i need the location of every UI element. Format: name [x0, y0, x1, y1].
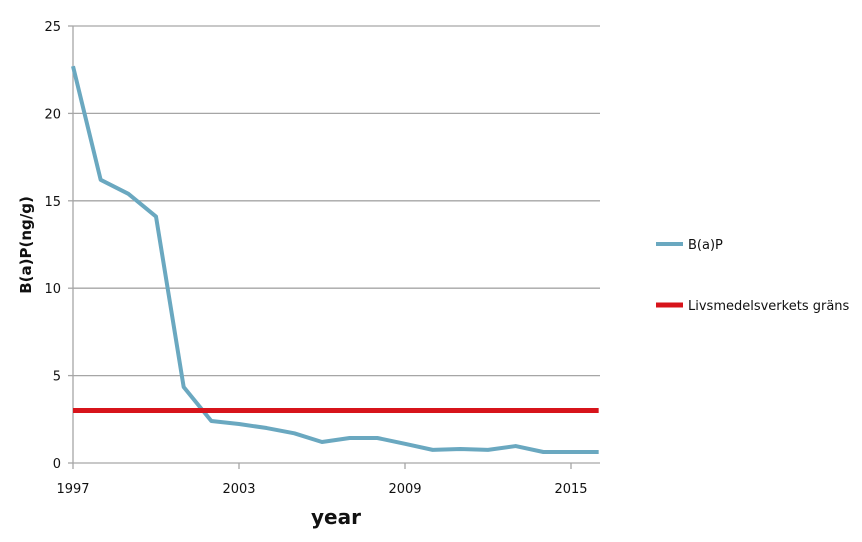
- x-tick-label: 1997: [56, 482, 89, 497]
- x-tick-label: 2003: [222, 482, 255, 497]
- x-axis-label: year: [311, 505, 361, 529]
- y-axis-label: B(a)P(ng/g): [17, 196, 35, 294]
- y-tick-label: 20: [44, 107, 61, 122]
- y-tick-label: 5: [53, 370, 61, 385]
- x-tick-label: 2009: [388, 482, 421, 497]
- x-tick-label: 2015: [554, 482, 587, 497]
- legend-label: B(a)P: [688, 238, 723, 253]
- y-tick-label: 15: [44, 195, 61, 210]
- y-tick-label: 25: [44, 20, 61, 35]
- series-line-bap: [71, 65, 599, 454]
- y-tick-label: 0: [53, 457, 61, 472]
- y-tick-label: 10: [44, 282, 61, 297]
- legend-label: Livsmedelsverkets gräns: [688, 299, 850, 314]
